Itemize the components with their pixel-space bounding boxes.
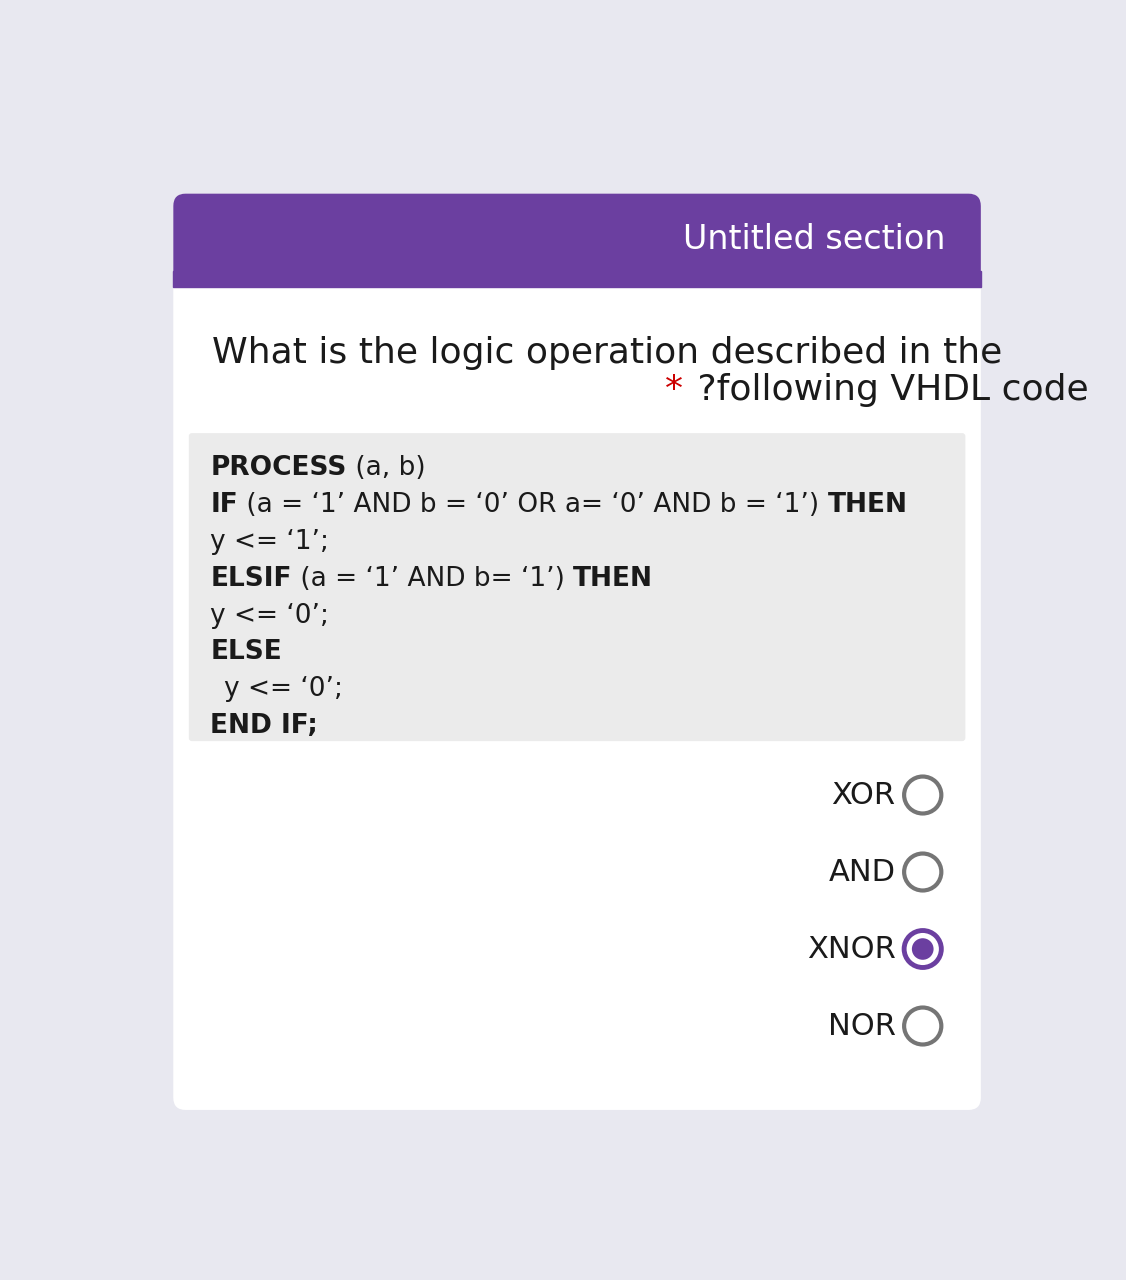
Circle shape — [904, 931, 941, 968]
Text: y <= ‘0’;: y <= ‘0’; — [224, 676, 343, 703]
FancyBboxPatch shape — [173, 193, 981, 1110]
Text: (a = ‘1’ AND b= ‘1’): (a = ‘1’ AND b= ‘1’) — [292, 566, 573, 591]
Text: ELSE: ELSE — [211, 640, 283, 666]
Text: IF: IF — [211, 492, 239, 517]
Text: What is the logic operation described in the: What is the logic operation described in… — [212, 337, 1002, 370]
Text: *: * — [665, 372, 683, 407]
Text: ELSIF: ELSIF — [211, 566, 292, 591]
Circle shape — [912, 938, 933, 960]
Text: NOR: NOR — [828, 1011, 895, 1041]
Text: XOR: XOR — [831, 781, 895, 809]
Text: THEN: THEN — [828, 492, 908, 517]
Text: THEN: THEN — [573, 566, 653, 591]
Circle shape — [904, 854, 941, 891]
Text: (a = ‘1’ AND b = ‘0’ OR a= ‘0’ AND b = ‘1’): (a = ‘1’ AND b = ‘0’ OR a= ‘0’ AND b = ‘… — [239, 492, 828, 517]
Text: PROCESS: PROCESS — [211, 454, 347, 481]
Text: END IF;: END IF; — [211, 713, 319, 740]
Text: (a, b): (a, b) — [347, 454, 426, 481]
Text: y <= ‘0’;: y <= ‘0’; — [211, 603, 330, 628]
Circle shape — [904, 1007, 941, 1044]
Circle shape — [904, 777, 941, 814]
Bar — [173, 270, 981, 287]
Text: ?following VHDL code: ?following VHDL code — [687, 372, 1089, 407]
Text: y <= ‘1’;: y <= ‘1’; — [211, 529, 330, 554]
Text: XNOR: XNOR — [806, 934, 895, 964]
Text: AND: AND — [829, 858, 895, 887]
FancyBboxPatch shape — [189, 433, 965, 741]
FancyBboxPatch shape — [173, 193, 981, 285]
Text: Untitled section: Untitled section — [683, 223, 946, 256]
